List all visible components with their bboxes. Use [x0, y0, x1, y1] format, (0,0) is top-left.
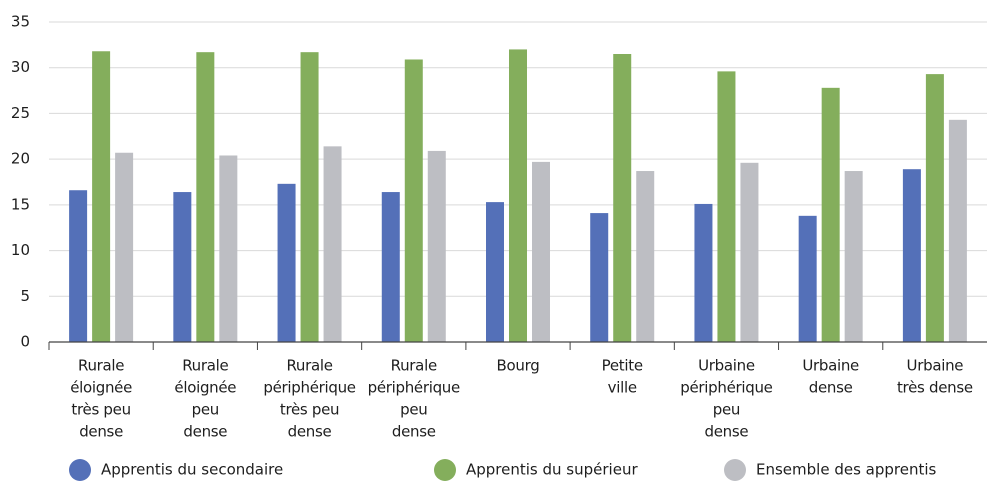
x-tick-label: Rurale — [78, 357, 124, 375]
x-tick-label: Urbaine — [907, 357, 964, 375]
bar — [427, 150, 446, 342]
legend-label: Apprentis du supérieur — [466, 461, 638, 479]
x-tick-label: périphérique — [368, 379, 460, 397]
bar — [323, 146, 342, 342]
y-tick-label: 10 — [11, 241, 30, 259]
bar — [694, 203, 713, 342]
bar — [532, 161, 550, 342]
bar — [404, 59, 423, 342]
y-tick-label: 0 — [20, 333, 30, 351]
x-tick-label: dense — [705, 423, 749, 441]
bar — [196, 52, 215, 343]
bar — [590, 213, 609, 342]
bar — [69, 190, 88, 342]
y-tick-label: 5 — [20, 287, 30, 305]
x-tick-label: peu — [713, 401, 740, 419]
bar — [173, 192, 192, 342]
y-tick-label: 15 — [11, 195, 30, 213]
x-tick-label: dense — [392, 423, 436, 441]
x-tick-label: dense — [183, 423, 227, 441]
bar — [798, 215, 817, 342]
y-tick-label: 30 — [11, 58, 30, 76]
bar — [486, 202, 504, 342]
x-tick-label: ville — [608, 379, 637, 397]
x-tick-label: Rurale — [391, 357, 437, 375]
bar — [844, 171, 863, 342]
x-tick-label: Petite — [602, 357, 643, 375]
bar — [948, 119, 967, 342]
bar — [277, 183, 296, 342]
y-tick-label: 35 — [11, 13, 30, 31]
bar — [381, 192, 400, 342]
legend-label: Apprentis du secondaire — [101, 461, 283, 479]
x-tick-label: dense — [79, 423, 123, 441]
bar — [115, 152, 134, 342]
x-tick-label: Bourg — [497, 357, 540, 375]
x-tick-label: dense — [809, 379, 853, 397]
x-tick-label: périphérique — [680, 379, 772, 397]
x-tick-label: Urbaine — [802, 357, 859, 375]
bar — [717, 71, 736, 342]
bar — [902, 169, 921, 342]
x-tick-label: très dense — [897, 379, 973, 397]
bar — [821, 87, 840, 342]
x-tick-label: Rurale — [182, 357, 228, 375]
x-tick-label: très peu — [280, 401, 339, 419]
bar — [925, 74, 944, 342]
y-tick-label: 25 — [11, 104, 30, 122]
x-tick-label: éloignée — [174, 379, 236, 397]
bar — [509, 49, 527, 343]
x-tick-label: Urbaine — [698, 357, 755, 375]
legend-swatch — [724, 459, 746, 481]
bar — [740, 162, 759, 342]
x-tick-label: périphérique — [263, 379, 355, 397]
x-tick-label: éloignée — [70, 379, 132, 397]
bar — [300, 52, 319, 343]
bar — [219, 155, 238, 342]
legend-label: Ensemble des apprentis — [756, 461, 937, 479]
bar — [92, 51, 111, 342]
y-tick-label: 20 — [11, 150, 30, 168]
x-tick-label: peu — [400, 401, 427, 419]
x-tick-label: dense — [288, 423, 332, 441]
bar — [613, 54, 632, 342]
legend-swatch — [69, 459, 91, 481]
bar — [636, 171, 655, 342]
x-tick-label: très peu — [71, 401, 130, 419]
x-tick-label: peu — [192, 401, 219, 419]
legend-swatch — [434, 459, 456, 481]
x-tick-label: Rurale — [286, 357, 332, 375]
